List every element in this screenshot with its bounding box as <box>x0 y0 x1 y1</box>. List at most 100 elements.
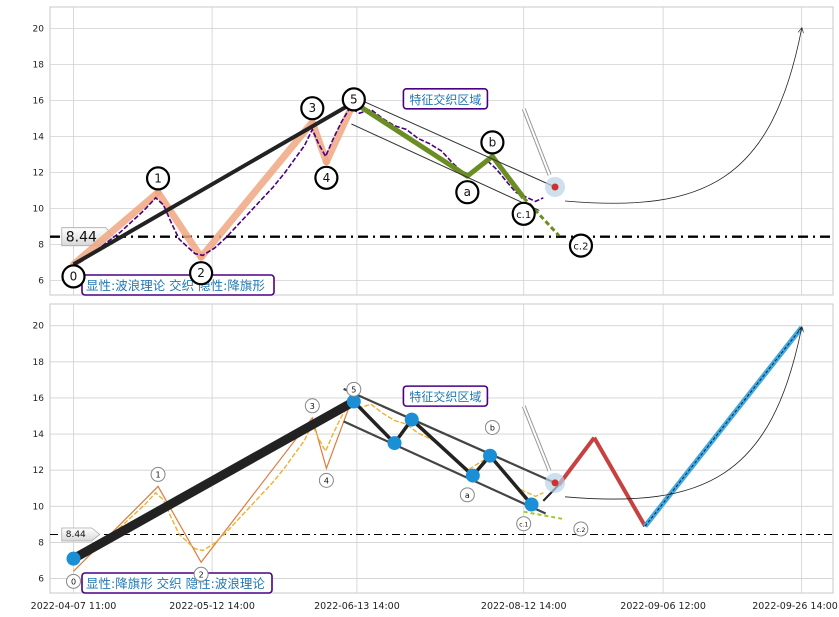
level-label: 8.44 <box>66 230 97 246</box>
wave-label-5: 5 <box>351 385 356 394</box>
x-tick-label: 2022-06-13 14:00 <box>314 601 400 612</box>
y-tick-label: 10 <box>33 205 45 215</box>
y-tick-label: 20 <box>33 25 45 35</box>
wave-label-circle <box>480 130 505 155</box>
wave-label-4: 4 <box>324 476 329 485</box>
wave-label-c-1: c.1 <box>516 210 531 221</box>
pivot-dot <box>387 436 402 451</box>
flagpole-line <box>71 397 357 563</box>
wave-label-a: a <box>465 491 470 500</box>
y-tick-label: 10 <box>33 502 45 512</box>
wave-label-circle <box>455 180 480 205</box>
pivot-dot <box>404 412 419 427</box>
endpoint-dot <box>551 183 559 191</box>
y-tick-label: 16 <box>33 394 45 404</box>
projection-rally-dash <box>644 327 803 527</box>
projection-arrow <box>565 29 802 204</box>
y-tick-label: 8 <box>38 241 44 251</box>
zone-label-box <box>402 88 489 110</box>
level-label: 8.44 <box>66 530 86 540</box>
wave-label-0: 0 <box>71 577 76 586</box>
panel-caption: 显性:波浪理论 交织 隐性:降旗形 <box>86 278 265 293</box>
pivot-dot <box>346 394 361 409</box>
wave-band-segment <box>154 188 205 261</box>
channel-upper <box>353 96 556 188</box>
impulse-trend-line <box>72 100 355 267</box>
y-tick-label: 16 <box>33 97 45 107</box>
wave-label-b: b <box>490 423 495 432</box>
wave-label-c-2: c.2 <box>573 242 588 253</box>
wave-label-circle <box>61 264 86 289</box>
x-tick-label: 2022-04-07 11:00 <box>31 601 117 612</box>
y-tick-label: 14 <box>33 133 45 143</box>
wave-label-circle <box>511 201 536 226</box>
y-tick-label: 14 <box>33 430 45 440</box>
zone-label: 特征交织区域 <box>409 389 481 404</box>
wave-label-1: 1 <box>154 171 162 185</box>
wave-label-2: 2 <box>197 266 205 280</box>
wave-zigzag <box>73 394 355 572</box>
x-tick-label: 2022-09-06 12:00 <box>620 601 706 612</box>
zone-pointer-inner <box>522 405 551 472</box>
wave-label-circle <box>304 398 320 414</box>
wave-label-circle <box>193 566 209 582</box>
wave-label-a: a <box>464 185 471 199</box>
wave-label-circle <box>346 381 362 397</box>
projection-down <box>592 436 647 528</box>
y-tick-label: 18 <box>33 358 45 368</box>
channel-upper <box>343 387 556 484</box>
wave-band-segment <box>322 98 358 166</box>
corrective-path <box>352 100 526 200</box>
wave-label-circle <box>189 261 214 286</box>
x-tick-label: 2022-05-12 14:00 <box>169 601 255 612</box>
flag-path <box>352 400 533 506</box>
y-tick-label: 12 <box>33 169 44 179</box>
wave-band-segment <box>197 118 316 261</box>
x-tick-label: 2022-08-12 14:00 <box>481 601 567 612</box>
wave-label-1: 1 <box>156 470 161 479</box>
y-tick-label: 20 <box>33 322 45 332</box>
wave-label-4: 4 <box>323 171 331 185</box>
endpoint-dot <box>551 479 559 487</box>
wave-label-circle <box>516 516 532 532</box>
pivot-dot <box>524 497 539 512</box>
price-line <box>73 401 544 562</box>
wave-label-circle <box>145 166 171 191</box>
wave-label-b: b <box>489 135 497 149</box>
wave-label-circle <box>300 96 325 121</box>
wave-label-0: 0 <box>70 269 78 283</box>
pivot-dot <box>483 448 498 463</box>
wave-label-circle <box>318 472 334 488</box>
wave-label-3: 3 <box>308 101 316 115</box>
caption-box <box>81 572 273 594</box>
zone-label: 特征交织区域 <box>409 92 481 107</box>
zone-pointer-inner <box>522 108 551 176</box>
wave-label-circle <box>568 233 594 258</box>
channel-lower <box>351 123 540 211</box>
wave-label-c-2: c.2 <box>576 527 585 534</box>
wave-band-segment <box>69 188 162 268</box>
y-tick-label: 12 <box>33 466 44 476</box>
wave-label-c-1: c.1 <box>519 522 528 529</box>
pivot-dot <box>66 551 81 566</box>
wave-label-circle <box>65 573 81 589</box>
wave-label-circle <box>459 487 475 503</box>
y-tick-label: 18 <box>33 61 45 71</box>
wave-label-circle <box>314 165 339 190</box>
wave-label-circle <box>573 521 589 537</box>
wave-label-3: 3 <box>310 402 315 411</box>
y-tick-label: 8 <box>38 538 44 548</box>
channel-lower <box>343 420 547 515</box>
wave-label-2: 2 <box>199 570 204 579</box>
pivot-dot <box>465 468 480 483</box>
projection-arrow <box>565 327 802 500</box>
panel-caption: 显性:降旗形 交织 隐性:波浪理论 <box>86 576 265 591</box>
y-tick-label: 6 <box>38 277 44 287</box>
zone-label-box <box>402 385 489 407</box>
level-callout <box>61 527 101 542</box>
y-tick-label: 6 <box>38 575 44 585</box>
wave-label-circle <box>341 87 366 112</box>
